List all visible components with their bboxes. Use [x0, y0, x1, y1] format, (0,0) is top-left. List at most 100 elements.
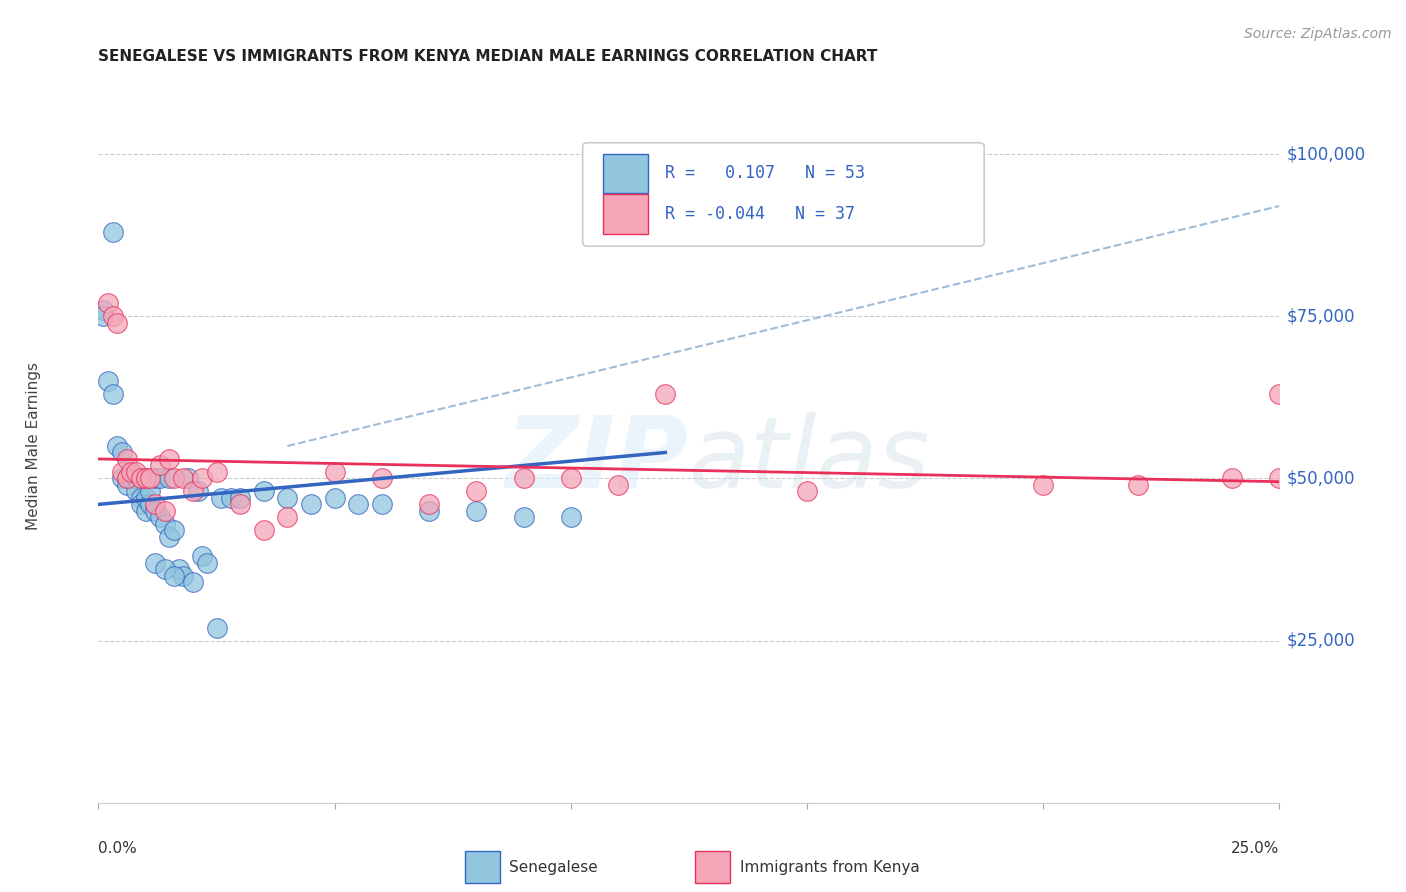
Point — [157, 452, 180, 467]
Point — [796, 484, 818, 499]
Point — [121, 471, 143, 485]
Point — [163, 568, 186, 582]
Point — [97, 374, 120, 388]
Point — [105, 439, 128, 453]
Text: SENEGALESE VS IMMIGRANTS FROM KENYA MEDIAN MALE EARNINGS CORRELATION CHART: SENEGALESE VS IMMIGRANTS FROM KENYA MEDI… — [98, 49, 877, 64]
Point — [111, 445, 134, 459]
Point — [229, 491, 252, 505]
Point — [139, 497, 162, 511]
Point — [129, 491, 152, 505]
Text: Source: ZipAtlas.com: Source: ZipAtlas.com — [1244, 27, 1392, 41]
Point — [157, 530, 180, 544]
Point — [115, 471, 138, 485]
Point — [129, 497, 152, 511]
Point — [121, 465, 143, 479]
Point — [139, 471, 162, 485]
Point — [347, 497, 370, 511]
Point — [181, 575, 204, 590]
Point — [91, 310, 114, 324]
Point — [1032, 478, 1054, 492]
Point — [654, 387, 676, 401]
Text: R =   0.107   N = 53: R = 0.107 N = 53 — [665, 164, 865, 182]
Text: ZIP: ZIP — [506, 412, 689, 508]
Point — [1268, 471, 1291, 485]
Point — [253, 524, 276, 538]
Point — [125, 471, 148, 485]
Point — [299, 497, 322, 511]
Point — [135, 491, 157, 505]
Point — [153, 504, 176, 518]
Point — [149, 471, 172, 485]
Bar — [464, 851, 501, 883]
Point — [219, 491, 242, 505]
Point — [135, 471, 157, 485]
Point — [323, 465, 346, 479]
Point — [1220, 471, 1243, 485]
Point — [163, 471, 186, 485]
Bar — [695, 851, 730, 883]
Point — [97, 296, 120, 310]
Point — [111, 471, 134, 485]
Point — [153, 562, 176, 576]
Point — [1268, 387, 1291, 401]
Point — [229, 497, 252, 511]
Point — [115, 471, 138, 485]
Point — [177, 471, 200, 485]
Point — [143, 471, 166, 485]
Bar — [603, 194, 648, 234]
Point — [465, 484, 488, 499]
Point — [253, 484, 276, 499]
Point — [560, 471, 582, 485]
Point — [1126, 478, 1149, 492]
Point — [125, 484, 148, 499]
Point — [371, 497, 394, 511]
Point — [560, 510, 582, 524]
Text: 0.0%: 0.0% — [98, 841, 138, 855]
Point — [105, 316, 128, 330]
Point — [195, 556, 218, 570]
Point — [172, 568, 194, 582]
Text: atlas: atlas — [689, 412, 931, 508]
Point — [143, 504, 166, 518]
Text: Immigrants from Kenya: Immigrants from Kenya — [740, 860, 920, 874]
Point — [129, 471, 152, 485]
Point — [205, 621, 228, 635]
Point — [418, 497, 440, 511]
Point — [512, 510, 534, 524]
Text: $100,000: $100,000 — [1286, 145, 1365, 163]
Point — [153, 516, 176, 531]
FancyBboxPatch shape — [582, 143, 984, 246]
Point — [139, 484, 162, 499]
Point — [101, 387, 124, 401]
Point — [191, 549, 214, 564]
Point — [101, 310, 124, 324]
Point — [465, 504, 488, 518]
Point — [149, 458, 172, 473]
Point — [101, 225, 124, 239]
Point — [172, 471, 194, 485]
Text: R = -0.044   N = 37: R = -0.044 N = 37 — [665, 205, 855, 223]
Point — [135, 504, 157, 518]
Point — [418, 504, 440, 518]
Bar — [603, 153, 648, 193]
Point — [167, 562, 190, 576]
Point — [157, 471, 180, 485]
Point — [121, 465, 143, 479]
Point — [607, 478, 630, 492]
Point — [209, 491, 232, 505]
Text: Senegalese: Senegalese — [509, 860, 598, 874]
Point — [115, 452, 138, 467]
Text: $75,000: $75,000 — [1286, 307, 1355, 326]
Text: $25,000: $25,000 — [1286, 632, 1355, 649]
Point — [205, 465, 228, 479]
Point — [135, 471, 157, 485]
Point — [371, 471, 394, 485]
Point — [125, 465, 148, 479]
Point — [323, 491, 346, 505]
Text: $50,000: $50,000 — [1286, 469, 1355, 487]
Point — [115, 478, 138, 492]
Point — [187, 484, 209, 499]
Point — [181, 484, 204, 499]
Point — [163, 524, 186, 538]
Point — [276, 510, 298, 524]
